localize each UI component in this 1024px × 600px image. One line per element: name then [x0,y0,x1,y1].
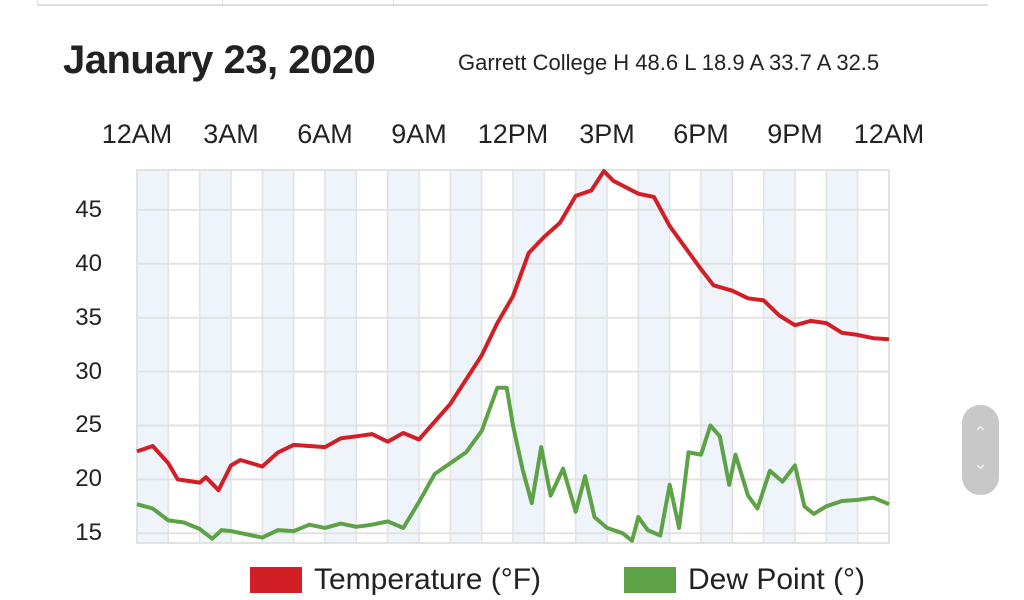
hour-band [763,170,795,543]
x-tick-label: 3PM [579,119,635,149]
chart-title: January 23, 2020 [63,38,376,82]
legend-label: Dew Point (°) [688,563,866,596]
hour-band [638,170,670,543]
y-tick-label: 25 [75,411,102,439]
x-tick-label: 3AM [203,119,259,149]
y-tick-label: 15 [75,519,102,547]
table-bottom-border [37,4,988,6]
legend-dew-point[interactable]: Dew Point (°) [624,563,865,597]
plot-border [136,169,890,544]
table-divider [393,0,394,5]
y-tick-label: 45 [75,195,102,223]
station-summary: Garrett College H 48.6 L 18.9 A 33.7 A 3… [458,50,880,75]
x-tick-label: 12AM [853,119,925,149]
hour-band [826,170,858,543]
legend-temperature[interactable]: Temperature (°F) [250,563,541,597]
hour-band [199,170,231,543]
hour-band [137,170,169,543]
hour-band [450,170,482,543]
table-divider [222,0,223,5]
x-tick-label: 6PM [673,119,729,149]
dew-point-line [136,385,890,543]
hour-band [262,170,294,543]
temperature-swatch [250,567,302,593]
x-tick-label: 12PM [477,119,549,149]
x-tick-label: 6AM [297,119,353,149]
y-tick-label: 40 [75,249,102,277]
x-tick-label: 12AM [101,119,173,149]
chevron-up-icon[interactable]: ⌃ [972,423,989,443]
table-divider [37,0,38,5]
legend-label: Temperature (°F) [314,563,542,596]
x-tick-label: 9PM [767,119,823,149]
hour-band [325,170,357,543]
hour-band [575,170,607,543]
temperature-line [136,169,890,493]
dew-point-swatch [624,567,676,593]
hour-band [513,170,545,543]
hour-band [701,170,733,543]
y-tick-label: 35 [75,303,102,331]
x-tick-label: 9AM [391,119,447,149]
chevron-down-icon[interactable]: ⌄ [972,453,989,473]
hour-band [387,170,419,543]
y-tick-label: 20 [75,465,102,493]
y-tick-label: 30 [75,357,102,385]
scroll-widget[interactable]: ⌃ ⌄ [962,405,999,495]
